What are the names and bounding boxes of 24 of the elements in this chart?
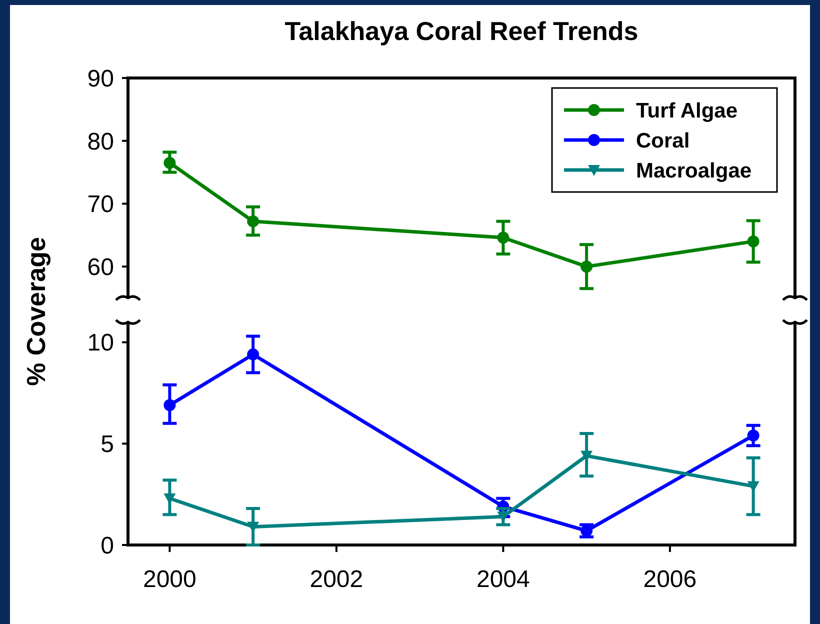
y-tick-label: 10 bbox=[87, 330, 114, 357]
y-tick-label: 70 bbox=[87, 191, 114, 218]
legend-label: Macroalgae bbox=[636, 159, 752, 182]
point bbox=[497, 232, 510, 244]
y-tick-label: 0 bbox=[100, 532, 114, 560]
x-tick-label: 2002 bbox=[310, 566, 364, 593]
y-tick-label: 90 bbox=[87, 65, 114, 92]
x-tick-label: 2000 bbox=[142, 566, 196, 593]
x-tick-label: 2004 bbox=[476, 566, 530, 593]
y-tick-label: 60 bbox=[87, 254, 114, 281]
y-tick-label: 5 bbox=[100, 431, 114, 458]
legend-label: Turf Algae bbox=[636, 99, 738, 122]
point bbox=[247, 215, 260, 228]
point bbox=[247, 348, 260, 360]
point bbox=[164, 399, 176, 412]
x-tick-label: 2006 bbox=[643, 566, 697, 593]
point bbox=[747, 235, 760, 248]
legend-label: Coral bbox=[636, 129, 690, 152]
point bbox=[164, 156, 176, 169]
y-tick-label: 80 bbox=[87, 128, 114, 156]
chart-title: Talakhaya Coral Reef Trends bbox=[284, 16, 638, 46]
y-axis-title: % Coverage bbox=[21, 237, 51, 386]
point bbox=[747, 430, 760, 442]
point bbox=[580, 260, 593, 273]
